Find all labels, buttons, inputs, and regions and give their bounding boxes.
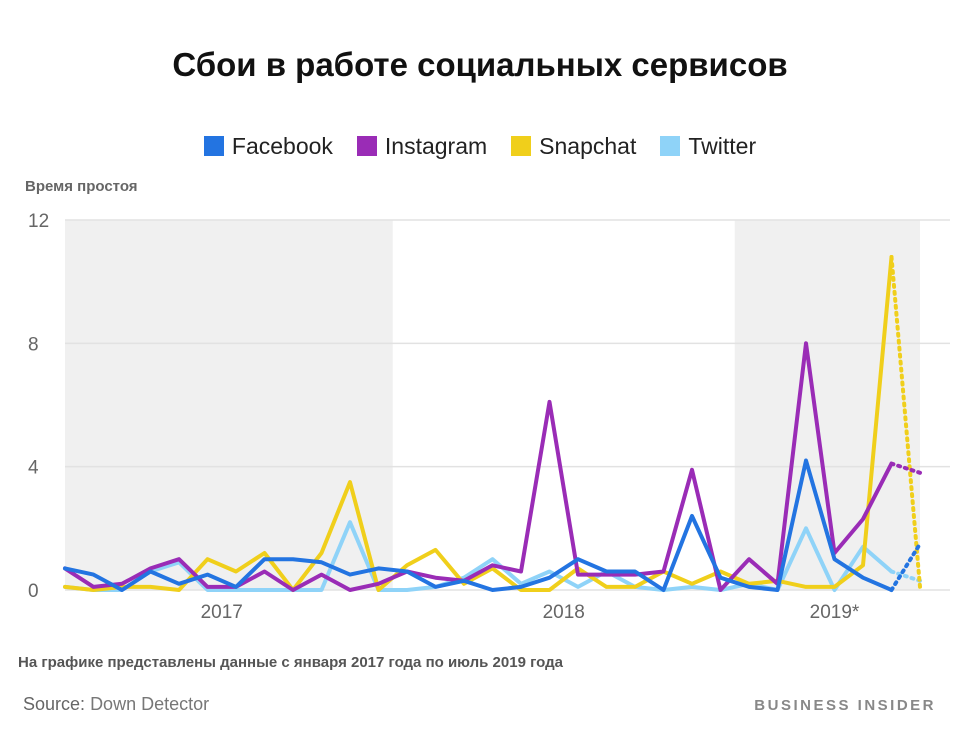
x-year-labels: 2017 2018 2019* bbox=[201, 602, 860, 623]
series-line-snapchat bbox=[63, 255, 894, 592]
y-ticks: 0 4 8 12 bbox=[28, 211, 49, 602]
legend-label-snapchat: Snapchat bbox=[539, 132, 637, 159]
y-tick-label-4: 4 bbox=[28, 458, 39, 479]
x-year-label-1: 2018 bbox=[543, 602, 585, 623]
y-tick-label-12: 12 bbox=[28, 211, 49, 232]
year-bands bbox=[65, 220, 920, 590]
legend-swatch-twitter bbox=[660, 136, 681, 156]
legend-label-twitter: Twitter bbox=[688, 132, 757, 159]
source-label: Source: bbox=[23, 694, 86, 714]
series-line-instagram bbox=[63, 341, 894, 592]
source-value: Down Detector bbox=[90, 694, 210, 714]
series-line-facebook bbox=[63, 458, 894, 592]
legend-label-instagram: Instagram bbox=[384, 132, 488, 159]
x-year-label-0: 2017 bbox=[201, 602, 243, 623]
legend-item-snapchat: Snapchat bbox=[511, 133, 636, 160]
series-dotted-instagram bbox=[889, 461, 922, 475]
x-year-label-2: 2019* bbox=[810, 602, 860, 623]
source-line: Source: Down Detector bbox=[23, 694, 209, 715]
legend-swatch-snapchat bbox=[511, 136, 532, 156]
legend-swatch-instagram bbox=[356, 136, 377, 156]
legend-item-instagram: Instagram bbox=[356, 132, 488, 160]
legend-item-twitter: Twitter bbox=[660, 133, 756, 160]
series-lines bbox=[63, 255, 922, 592]
y-tick-label-0: 0 bbox=[28, 581, 39, 602]
series-dotted-snapchat bbox=[889, 255, 922, 589]
series-dotted-twitter bbox=[889, 569, 922, 583]
chart-title: Сбои в работе социальных сервисов bbox=[172, 46, 788, 83]
series-dotted-facebook bbox=[889, 541, 922, 592]
band-2017 bbox=[65, 220, 393, 590]
legend: Facebook Instagram Snapchat Twitter bbox=[0, 131, 960, 161]
legend-swatch-facebook bbox=[203, 136, 224, 156]
legend-item-facebook: Facebook bbox=[203, 132, 333, 160]
chart-note: На графике представлены данные с января … bbox=[18, 654, 563, 671]
y-axis-title: Время простоя bbox=[25, 178, 138, 195]
brand-logo: BUSINESS INSIDER bbox=[754, 697, 936, 714]
legend-label-facebook: Facebook bbox=[231, 132, 333, 159]
y-tick-label-8: 8 bbox=[28, 334, 39, 355]
